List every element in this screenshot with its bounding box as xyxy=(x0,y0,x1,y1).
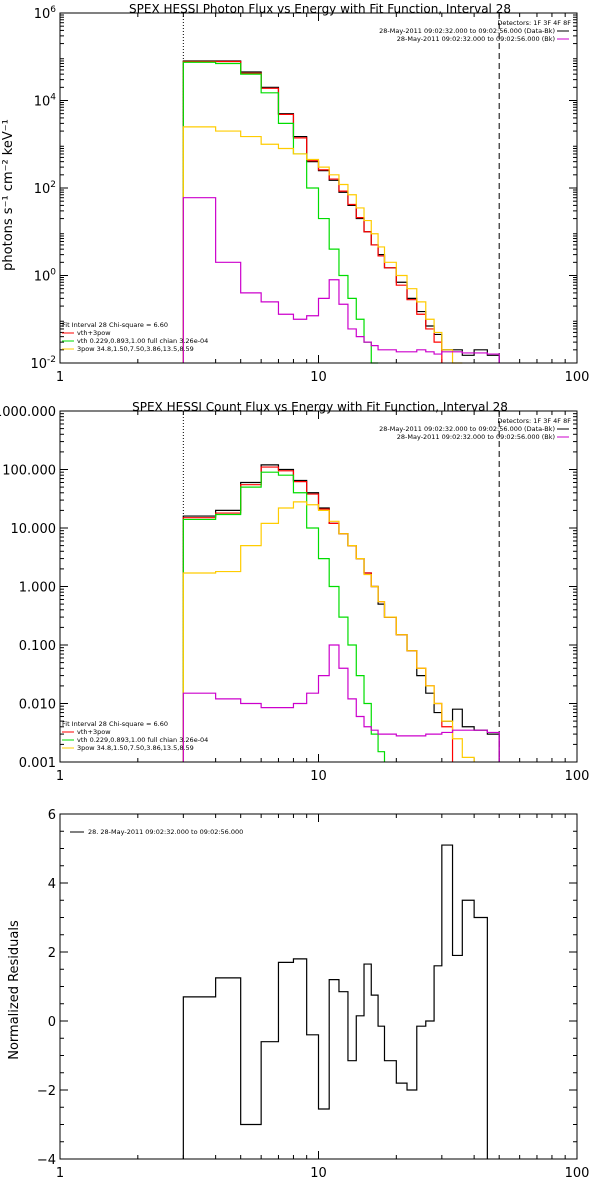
x-tick-label: 10 xyxy=(310,1166,327,1181)
series-step-line-3pow xyxy=(182,501,475,762)
count-flux-panel: SPEX HESSI Count Flux vs Energy with Fit… xyxy=(0,400,589,784)
legend-entry: 28-May-2011 09:02:32.000 to 09:02:56.000… xyxy=(397,35,555,43)
series-step-line-3pow xyxy=(182,126,463,364)
y-tick-label: 0 xyxy=(48,1015,56,1030)
y-tick-label: 0.001 xyxy=(19,756,56,771)
x-tick-label: 10 xyxy=(310,769,327,784)
legend-entry: 28-May-2011 09:02:32.000 to 09:02:56.000… xyxy=(379,27,555,35)
residuals-panel: Normalized Residuals 1 10 100 −4 −2 0 2 4 6 28. … xyxy=(7,808,589,1181)
series-step-line-vth xyxy=(182,471,386,762)
x-tick-label: 100 xyxy=(565,1166,590,1181)
y-axis-label: photons s⁻¹ cm⁻² keV⁻¹ xyxy=(1,119,16,271)
chart-title: SPEX HESSI Photon Flux vs Energy with Fi… xyxy=(129,2,511,16)
y-tick-label: 6 xyxy=(48,808,56,823)
x-tick-label: 1 xyxy=(56,1166,64,1181)
y-tick-label: −2 xyxy=(37,1084,56,1099)
legend-header: Fit Interval 28 Chi-square = 6.60 xyxy=(62,720,168,728)
x-tick-label: 1 xyxy=(56,769,64,784)
legend-header: Fit Interval 28 Chi-square = 6.60 xyxy=(62,321,168,329)
legend-entry: vth+3pow xyxy=(77,329,111,337)
y-tick-label: 4 xyxy=(48,877,56,892)
series-step-line-vth xyxy=(182,61,379,364)
plot-frame xyxy=(59,12,578,364)
plot-frame xyxy=(59,813,578,1160)
legend-header: Detectors: 1F 3F 4F 8F xyxy=(497,417,571,425)
series-step-line-28 xyxy=(182,844,488,1159)
series-step-line-bk xyxy=(182,197,500,363)
y-tick-label: 0.100 xyxy=(19,639,56,654)
legend-entry: vth 0.229,0.893,1.00 full chian 3.26e-04 xyxy=(77,337,208,345)
legend-header: Detectors: 1F 3F 4F 8F xyxy=(497,19,571,27)
y-tick-label: 1000.000 xyxy=(0,405,56,420)
y-tick-label: −4 xyxy=(37,1153,56,1168)
y-tick-label: 2 xyxy=(48,946,56,961)
x-tick-label: 10 xyxy=(310,370,327,385)
series-step-line-bk xyxy=(182,644,500,762)
y-tick-label: 1.000 xyxy=(19,581,56,596)
x-tick-label: 100 xyxy=(565,370,590,385)
legend-entry: vth 0.229,0.893,1.00 full chian 3.26e-04 xyxy=(77,736,208,744)
legend-entry: 3pow 34.8,1.50,7.50,3.86,13.5,8.59 xyxy=(77,744,194,752)
legend-entry: 3pow 34.8,1.50,7.50,3.86,13.5,8.59 xyxy=(77,345,194,353)
y-axis-label: Normalized Residuals xyxy=(7,920,22,1060)
legend-entry: vth+3pow xyxy=(77,728,111,736)
x-tick-label: 100 xyxy=(565,769,590,784)
photon-flux-panel: SPEX HESSI Photon Flux vs Energy with Fi… xyxy=(1,2,589,385)
x-tick-label: 1 xyxy=(56,370,64,385)
plot-frame xyxy=(59,410,578,763)
y-tick-label: 10.000 xyxy=(11,522,57,537)
legend-entry: 28-May-2011 09:02:32.000 to 09:02:56.000… xyxy=(397,433,555,441)
legend-entry: 28. 28-May-2011 09:02:32.000 to 09:02:56… xyxy=(88,828,243,836)
y-tick-label: 100.000 xyxy=(2,464,56,479)
y-tick-label: 0.010 xyxy=(19,698,56,713)
legend-entry: 28-May-2011 09:02:32.000 to 09:02:56.000… xyxy=(379,425,555,433)
chart-title: SPEX HESSI Count Flux vs Energy with Fit… xyxy=(132,400,508,414)
